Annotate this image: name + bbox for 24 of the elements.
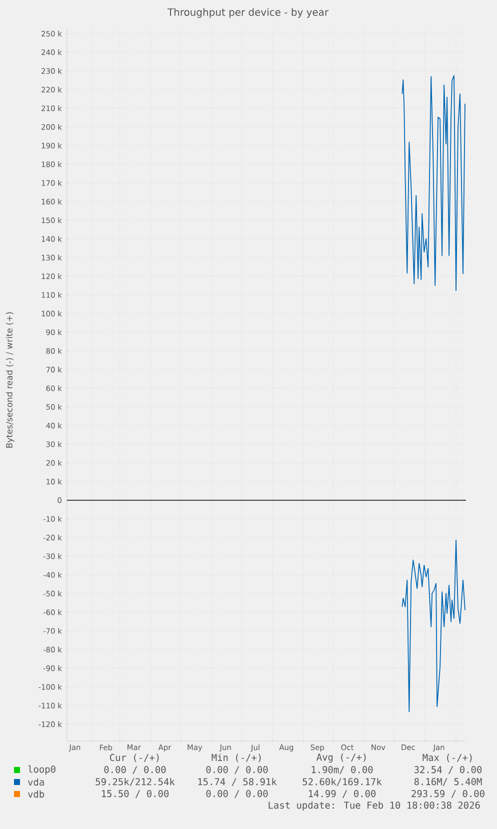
text: Avg (-/+) xyxy=(316,753,366,763)
text: 14.99 / 0.00 xyxy=(308,790,376,798)
text: Max (-/+) xyxy=(422,754,472,762)
text: 0.00 / 0.00 xyxy=(206,790,268,798)
text: 15.50 / 0.00 xyxy=(102,790,169,798)
chart-title: Throughput per device - by year xyxy=(167,8,329,18)
legend-label: vda xyxy=(28,778,44,786)
line-series xyxy=(402,75,466,291)
text: 0.00 / 0.00 xyxy=(206,766,268,774)
text: 293.59 / 0.00 xyxy=(412,790,484,798)
text: 32.54 / 0.00 xyxy=(414,766,482,774)
legend-label: vdb xyxy=(28,790,44,798)
text: 0.00 / 0.00 xyxy=(104,766,166,774)
legend-label: loop0 xyxy=(28,765,56,775)
text: 59.25k/212.54k xyxy=(96,778,175,786)
text: Min (-/+) xyxy=(212,754,261,762)
line-series xyxy=(402,540,466,712)
text: 52.60k/169.17k xyxy=(302,778,382,786)
text: Last update: Tue Feb 10 18:00:38 2026 xyxy=(268,801,480,811)
text: 15.74 / 58.91k xyxy=(198,778,277,786)
text: Cur (-/+) xyxy=(110,754,159,762)
y-axis-title: Bytes/second read (-) / write (+) xyxy=(6,312,14,448)
text: 8.16M/ 5.40M xyxy=(414,778,482,786)
text: 1.90m/ 0.00 xyxy=(312,766,373,774)
